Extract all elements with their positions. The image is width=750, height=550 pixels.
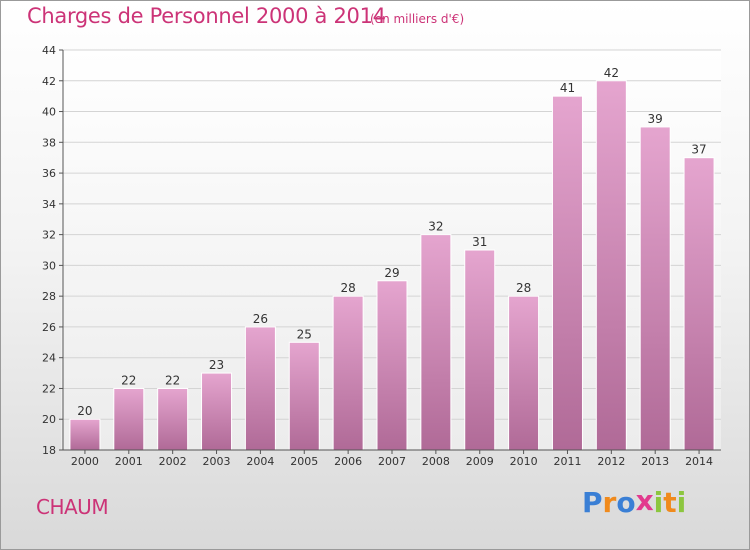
x-tick-label: 2002 <box>159 455 187 468</box>
y-tick-label: 44 <box>42 44 56 57</box>
data-label: 39 <box>648 112 663 126</box>
x-tick-label: 2007 <box>378 455 406 468</box>
bars-layer <box>69 80 715 451</box>
logo-letter: P <box>582 486 603 519</box>
y-tick-label: 24 <box>42 352 56 365</box>
logo-letter: i <box>676 486 687 519</box>
logo-letter: r <box>602 486 617 519</box>
y-tick-label: 26 <box>42 321 56 334</box>
y-tick-label: 28 <box>42 290 56 303</box>
x-tick-label: 2013 <box>641 455 669 468</box>
x-tick-label: 2008 <box>422 455 450 468</box>
data-label: 29 <box>384 266 399 280</box>
x-tick-label: 2005 <box>290 455 318 468</box>
data-label: 22 <box>165 373 180 387</box>
logo-letter: x <box>635 484 654 517</box>
labels-layer: 20 2000 22 2001 22 2002 23 2003 26 2004 25 2005 28 20… <box>71 66 713 468</box>
bar-2005 <box>288 341 320 451</box>
y-tick-label: 40 <box>42 106 56 119</box>
data-label: 31 <box>472 235 487 249</box>
data-label: 32 <box>428 220 443 234</box>
data-label: 28 <box>340 281 355 295</box>
x-tick-label: 2011 <box>553 455 581 468</box>
x-tick-label: 2009 <box>466 455 494 468</box>
y-tick-label: 18 <box>42 444 56 457</box>
x-tick-label: 2012 <box>597 455 625 468</box>
y-tick-label: 20 <box>42 413 56 426</box>
bar-2000 <box>69 418 101 451</box>
x-tick-label: 2006 <box>334 455 362 468</box>
chart-subtitle: (en milliers d'€) <box>370 12 465 26</box>
y-tick-label: 38 <box>42 136 56 149</box>
x-tick-label: 2010 <box>510 455 538 468</box>
data-label: 25 <box>297 327 312 341</box>
bar-2006 <box>332 295 364 451</box>
logo-letter: t <box>663 486 677 519</box>
y-tick-label: 34 <box>42 198 56 211</box>
data-label: 20 <box>77 404 92 418</box>
bar-2014 <box>683 157 715 451</box>
place-name: CHAUM <box>36 495 109 519</box>
y-tick-label: 36 <box>42 167 56 180</box>
bar-2012 <box>595 80 627 451</box>
bar-2004 <box>244 326 276 451</box>
bar-2010 <box>508 295 540 451</box>
bar-2013 <box>639 126 671 451</box>
x-tick-label: 2003 <box>203 455 231 468</box>
axis-layer: 18 20 22 24 26 28 30 32 34 36 38 40 42 44 <box>42 44 721 457</box>
data-label: 37 <box>691 143 706 157</box>
bar-2002 <box>157 387 189 451</box>
x-tick-label: 2000 <box>71 455 99 468</box>
bar-2003 <box>201 372 233 451</box>
x-tick-label: 2001 <box>115 455 143 468</box>
data-label: 23 <box>209 358 224 372</box>
x-tick-label: 2014 <box>685 455 713 468</box>
y-tick-label: 22 <box>42 382 56 395</box>
chart-title: Charges de Personnel 2000 à 2014 <box>27 4 386 28</box>
bar-2001 <box>113 387 145 451</box>
bar-2007 <box>376 280 408 451</box>
logo-letter: i <box>653 486 664 519</box>
y-tick-label: 42 <box>42 75 56 88</box>
bar-2009 <box>464 249 496 451</box>
data-label: 42 <box>604 66 619 80</box>
proxiti-logo: Proxiti <box>582 484 687 519</box>
y-tick-label: 32 <box>42 229 56 242</box>
logo-letter: o <box>616 486 636 519</box>
data-label: 41 <box>560 81 575 95</box>
x-tick-label: 2004 <box>246 455 274 468</box>
bar-2011 <box>551 95 583 451</box>
data-label: 26 <box>253 312 268 326</box>
data-label: 28 <box>516 281 531 295</box>
y-tick-label: 30 <box>42 259 56 272</box>
data-label: 22 <box>121 373 136 387</box>
bar-2008 <box>420 234 452 451</box>
